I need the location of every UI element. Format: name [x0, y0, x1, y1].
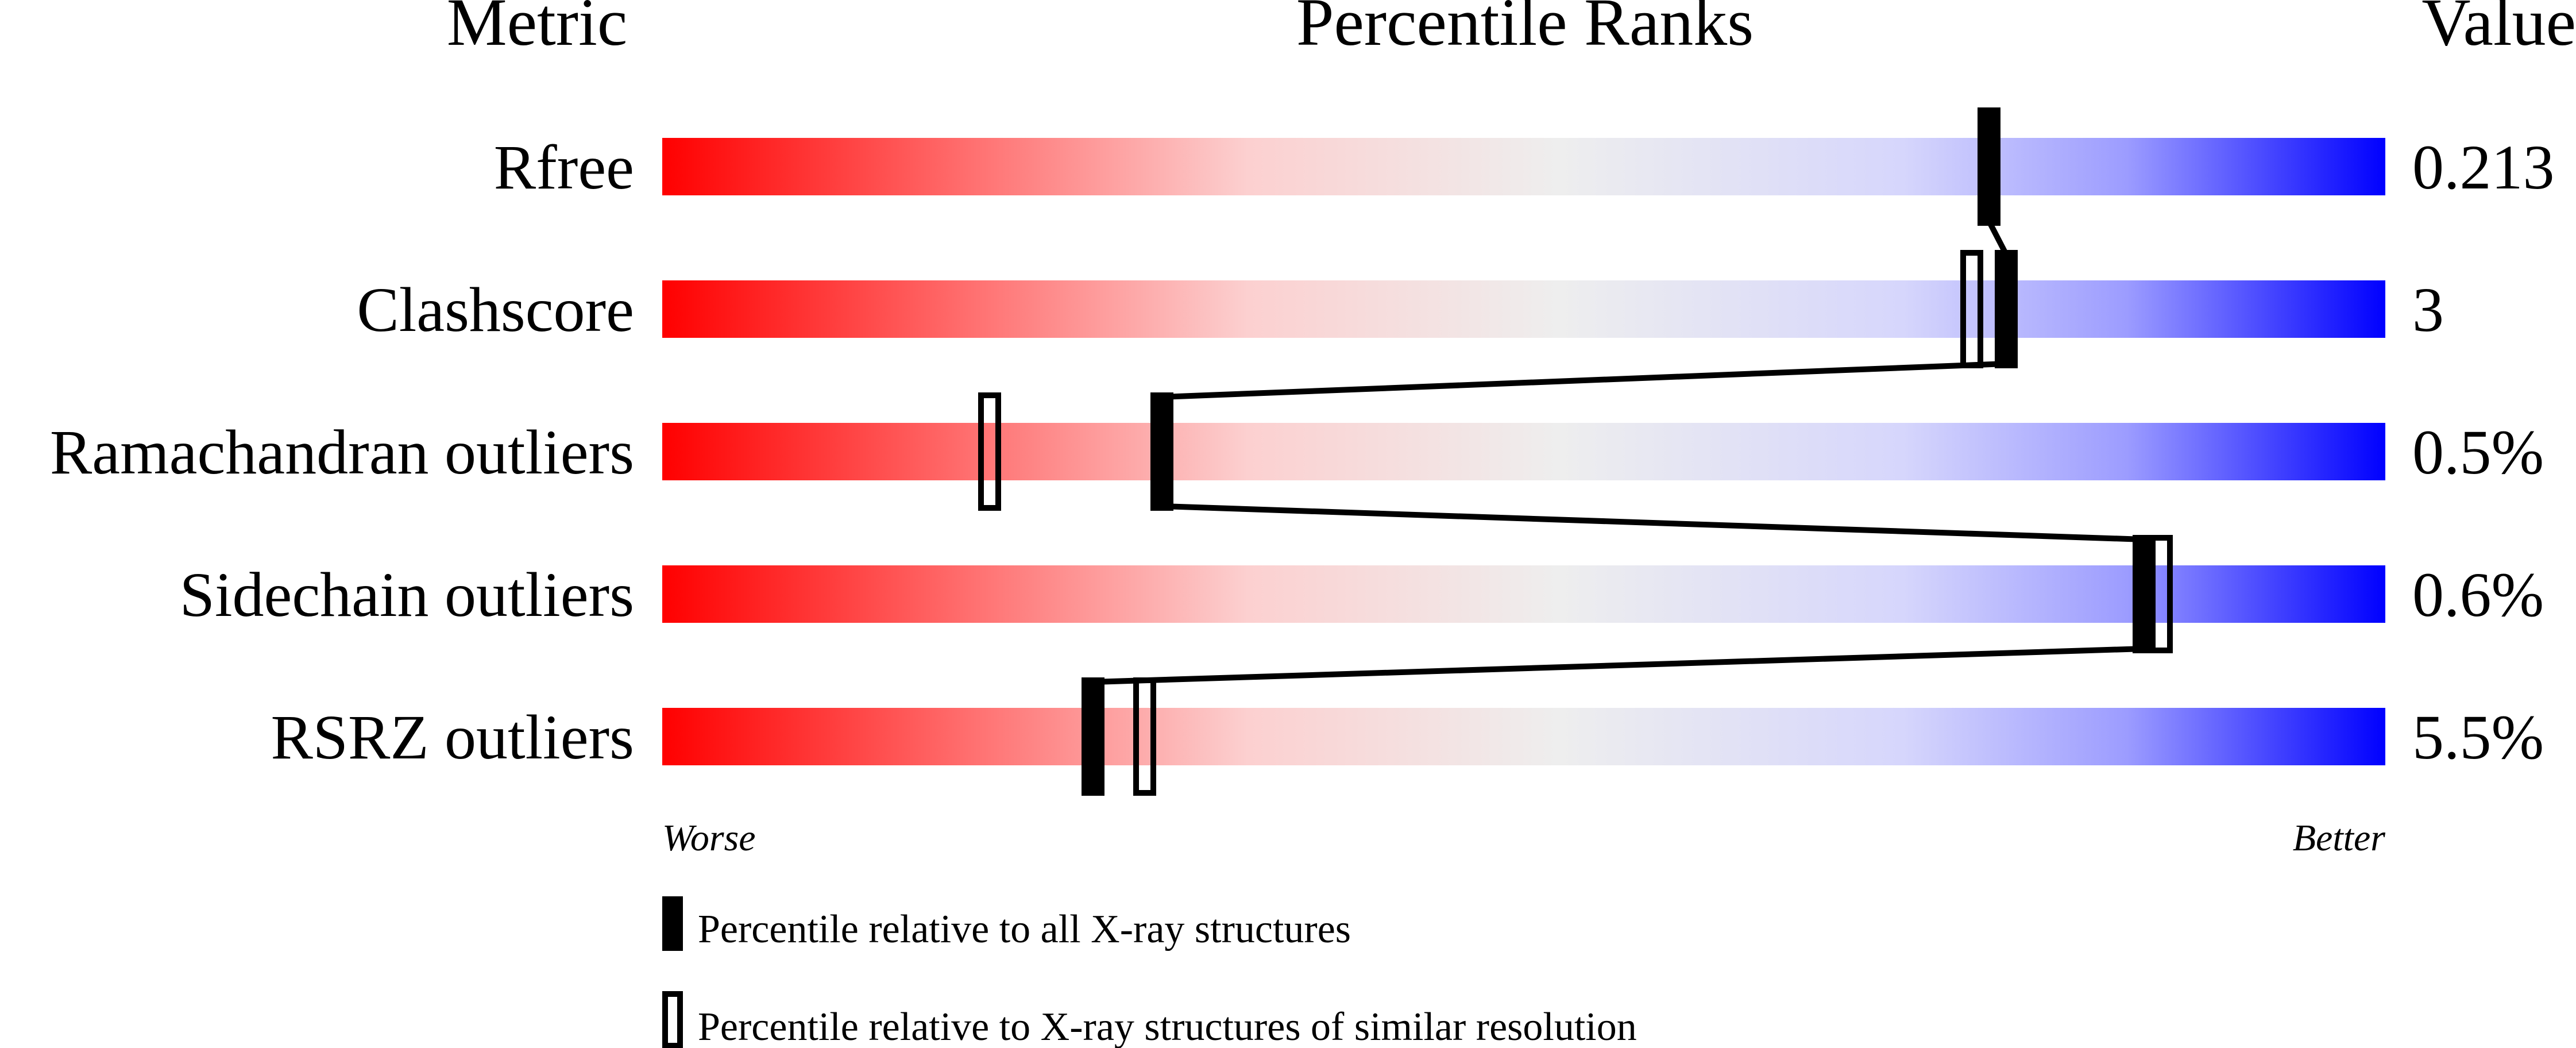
connector-line	[1092, 646, 2145, 685]
better-label: Better	[2293, 817, 2386, 859]
similar-resolution-marker	[1133, 677, 1156, 796]
similar-resolution-marker	[978, 392, 1001, 511]
metric-label: Sidechain outliers	[180, 560, 634, 630]
all-structures-marker	[1978, 107, 2000, 226]
all-structures-marker	[1150, 392, 1173, 511]
metric-value: 0.5%	[2412, 417, 2544, 487]
legend-filled-label: Percentile relative to all X-ray structu…	[698, 907, 1351, 951]
header-metric: Metric	[447, 0, 628, 60]
metric-value: 0.213	[2412, 132, 2555, 202]
header-percentile-ranks: Percentile Ranks	[1296, 0, 1754, 60]
percentile-bar	[662, 423, 2385, 480]
metric-label: Clashscore	[357, 275, 634, 345]
connector-line	[1161, 361, 2007, 400]
legend-open-label: Percentile relative to X-ray structures …	[698, 1005, 1637, 1048]
header-value: Value	[2421, 0, 2576, 60]
connector-line	[1986, 219, 2009, 256]
worse-label: Worse	[662, 817, 756, 859]
metric-value: 3	[2412, 275, 2444, 345]
metric-label: Rfree	[494, 132, 634, 202]
metric-label: RSRZ outliers	[271, 702, 634, 772]
connector-line	[1161, 503, 2145, 542]
all-structures-marker	[1082, 677, 1104, 796]
all-structures-marker	[1995, 250, 2018, 368]
metric-value: 5.5%	[2412, 702, 2544, 772]
all-structures-marker	[2133, 535, 2156, 653]
percentile-bar	[662, 280, 2385, 338]
legend-filled-marker	[662, 896, 683, 951]
legend-open-marker	[662, 991, 683, 1048]
percentile-bar	[662, 565, 2385, 623]
similar-resolution-marker	[1960, 250, 1983, 368]
percentile-bar	[662, 708, 2385, 765]
percentile-bar	[662, 138, 2385, 195]
metric-label: Ramachandran outliers	[50, 417, 634, 487]
metric-value: 0.6%	[2412, 560, 2544, 630]
